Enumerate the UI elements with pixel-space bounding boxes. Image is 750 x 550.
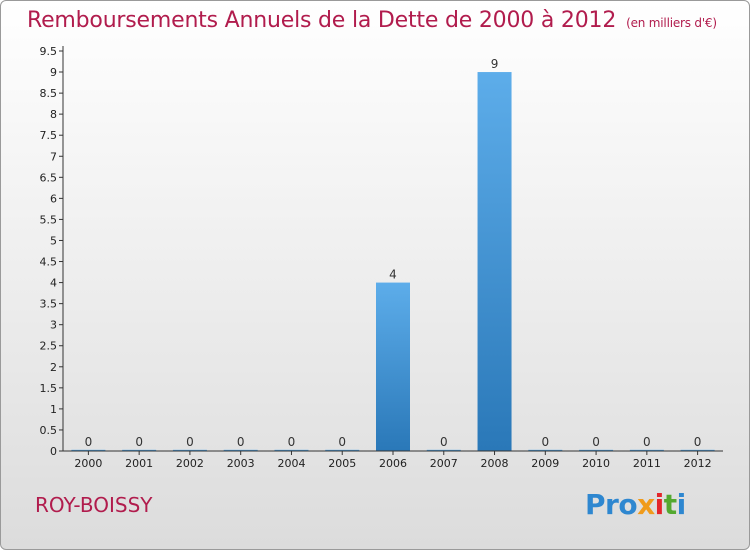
data-label-2004: 0: [288, 435, 296, 449]
y-tick-label: 8: [50, 108, 57, 121]
data-label-2000: 0: [85, 435, 93, 449]
x-tick-label: 2012: [684, 457, 712, 470]
data-label-2002: 0: [186, 435, 194, 449]
x-tick-label: 2003: [227, 457, 255, 470]
x-tick-label: 2008: [481, 457, 509, 470]
y-tick-label: 2: [50, 361, 57, 374]
chart-unit: (en milliers d'€): [626, 16, 717, 30]
bar-2007: [426, 449, 461, 451]
y-tick-label: 6.5: [40, 171, 58, 184]
x-tick-label: 2004: [277, 457, 305, 470]
bar-2012: [680, 449, 715, 451]
brand-part-2: x: [637, 488, 655, 521]
town-name: ROY-BOISSY: [35, 493, 153, 517]
bar-2011: [629, 449, 664, 451]
x-tick-label: 2007: [430, 457, 458, 470]
y-tick-label: 9.5: [40, 45, 58, 58]
bar-2004: [274, 449, 309, 451]
y-tick-label: 3: [50, 319, 57, 332]
chart-title-text: Remboursements Annuels de la Dette de 20…: [27, 8, 617, 33]
data-label-2006: 4: [389, 268, 397, 282]
y-tick-label: 5.5: [40, 213, 58, 226]
data-label-2012: 0: [694, 435, 702, 449]
data-label-2001: 0: [135, 435, 143, 449]
bar-2000: [71, 449, 106, 451]
y-tick-label: 4.5: [40, 256, 58, 269]
y-tick-label: 8.5: [40, 87, 58, 100]
bar-2005: [325, 449, 360, 451]
y-tick-label: 2.5: [40, 340, 58, 353]
brand-part-4: t: [663, 488, 677, 521]
y-tick-label: 4: [50, 277, 57, 290]
x-tick-label: 2002: [176, 457, 204, 470]
chart-title: Remboursements Annuels de la Dette de 20…: [27, 8, 717, 33]
x-tick-label: 2010: [582, 457, 610, 470]
brand-part-5: i: [676, 488, 687, 521]
y-tick-label: 5: [50, 234, 57, 247]
y-tick-label: 1: [50, 403, 57, 416]
brand-part-3: i: [654, 488, 665, 521]
brand-part-1: Pro: [585, 488, 638, 521]
x-tick-label: 2001: [125, 457, 153, 470]
bar-2008: [477, 72, 512, 451]
y-tick-label: 9: [50, 66, 57, 79]
x-tick-label: 2000: [74, 457, 102, 470]
data-label-2011: 0: [643, 435, 651, 449]
bar-2002: [172, 449, 207, 451]
x-tick-label: 2006: [379, 457, 407, 470]
y-axis-ticks: 0 0.5 1 1.5 2 2.5 3 3.5 4 4.5 5 5.5 6 6.5 7 7.5 8 8.5 9 9.5: [40, 45, 63, 458]
y-tick-label: 0.5: [40, 424, 58, 437]
bar-2003: [223, 449, 258, 451]
bars: 0 0 0 0 0 0 4 0 9 0 0 0 0: [71, 57, 715, 451]
y-tick-label: 7: [50, 150, 57, 163]
bar-2006: [376, 282, 410, 451]
x-tick-label: 2005: [328, 457, 356, 470]
x-axis-ticks: 2000 2001 2002 2003 2004 2005 2006 2007 2008 2009…: [74, 451, 712, 470]
data-label-2010: 0: [592, 435, 600, 449]
y-tick-label: 3.5: [40, 298, 58, 311]
y-tick-label: 7.5: [40, 129, 58, 142]
x-tick-label: 2009: [531, 457, 559, 470]
data-label-2005: 0: [338, 435, 346, 449]
bar-2001: [122, 449, 157, 451]
brand-logo: Proxiti: [585, 488, 686, 521]
data-label-2007: 0: [440, 435, 448, 449]
data-label-2008: 9: [491, 57, 499, 71]
data-label-2009: 0: [541, 435, 549, 449]
y-tick-label: 0: [50, 445, 57, 458]
bar-2009: [528, 449, 563, 451]
bar-2010: [579, 449, 614, 451]
data-label-2003: 0: [237, 435, 245, 449]
y-tick-label: 1.5: [40, 382, 58, 395]
y-tick-label: 6: [50, 192, 57, 205]
x-tick-label: 2011: [633, 457, 661, 470]
